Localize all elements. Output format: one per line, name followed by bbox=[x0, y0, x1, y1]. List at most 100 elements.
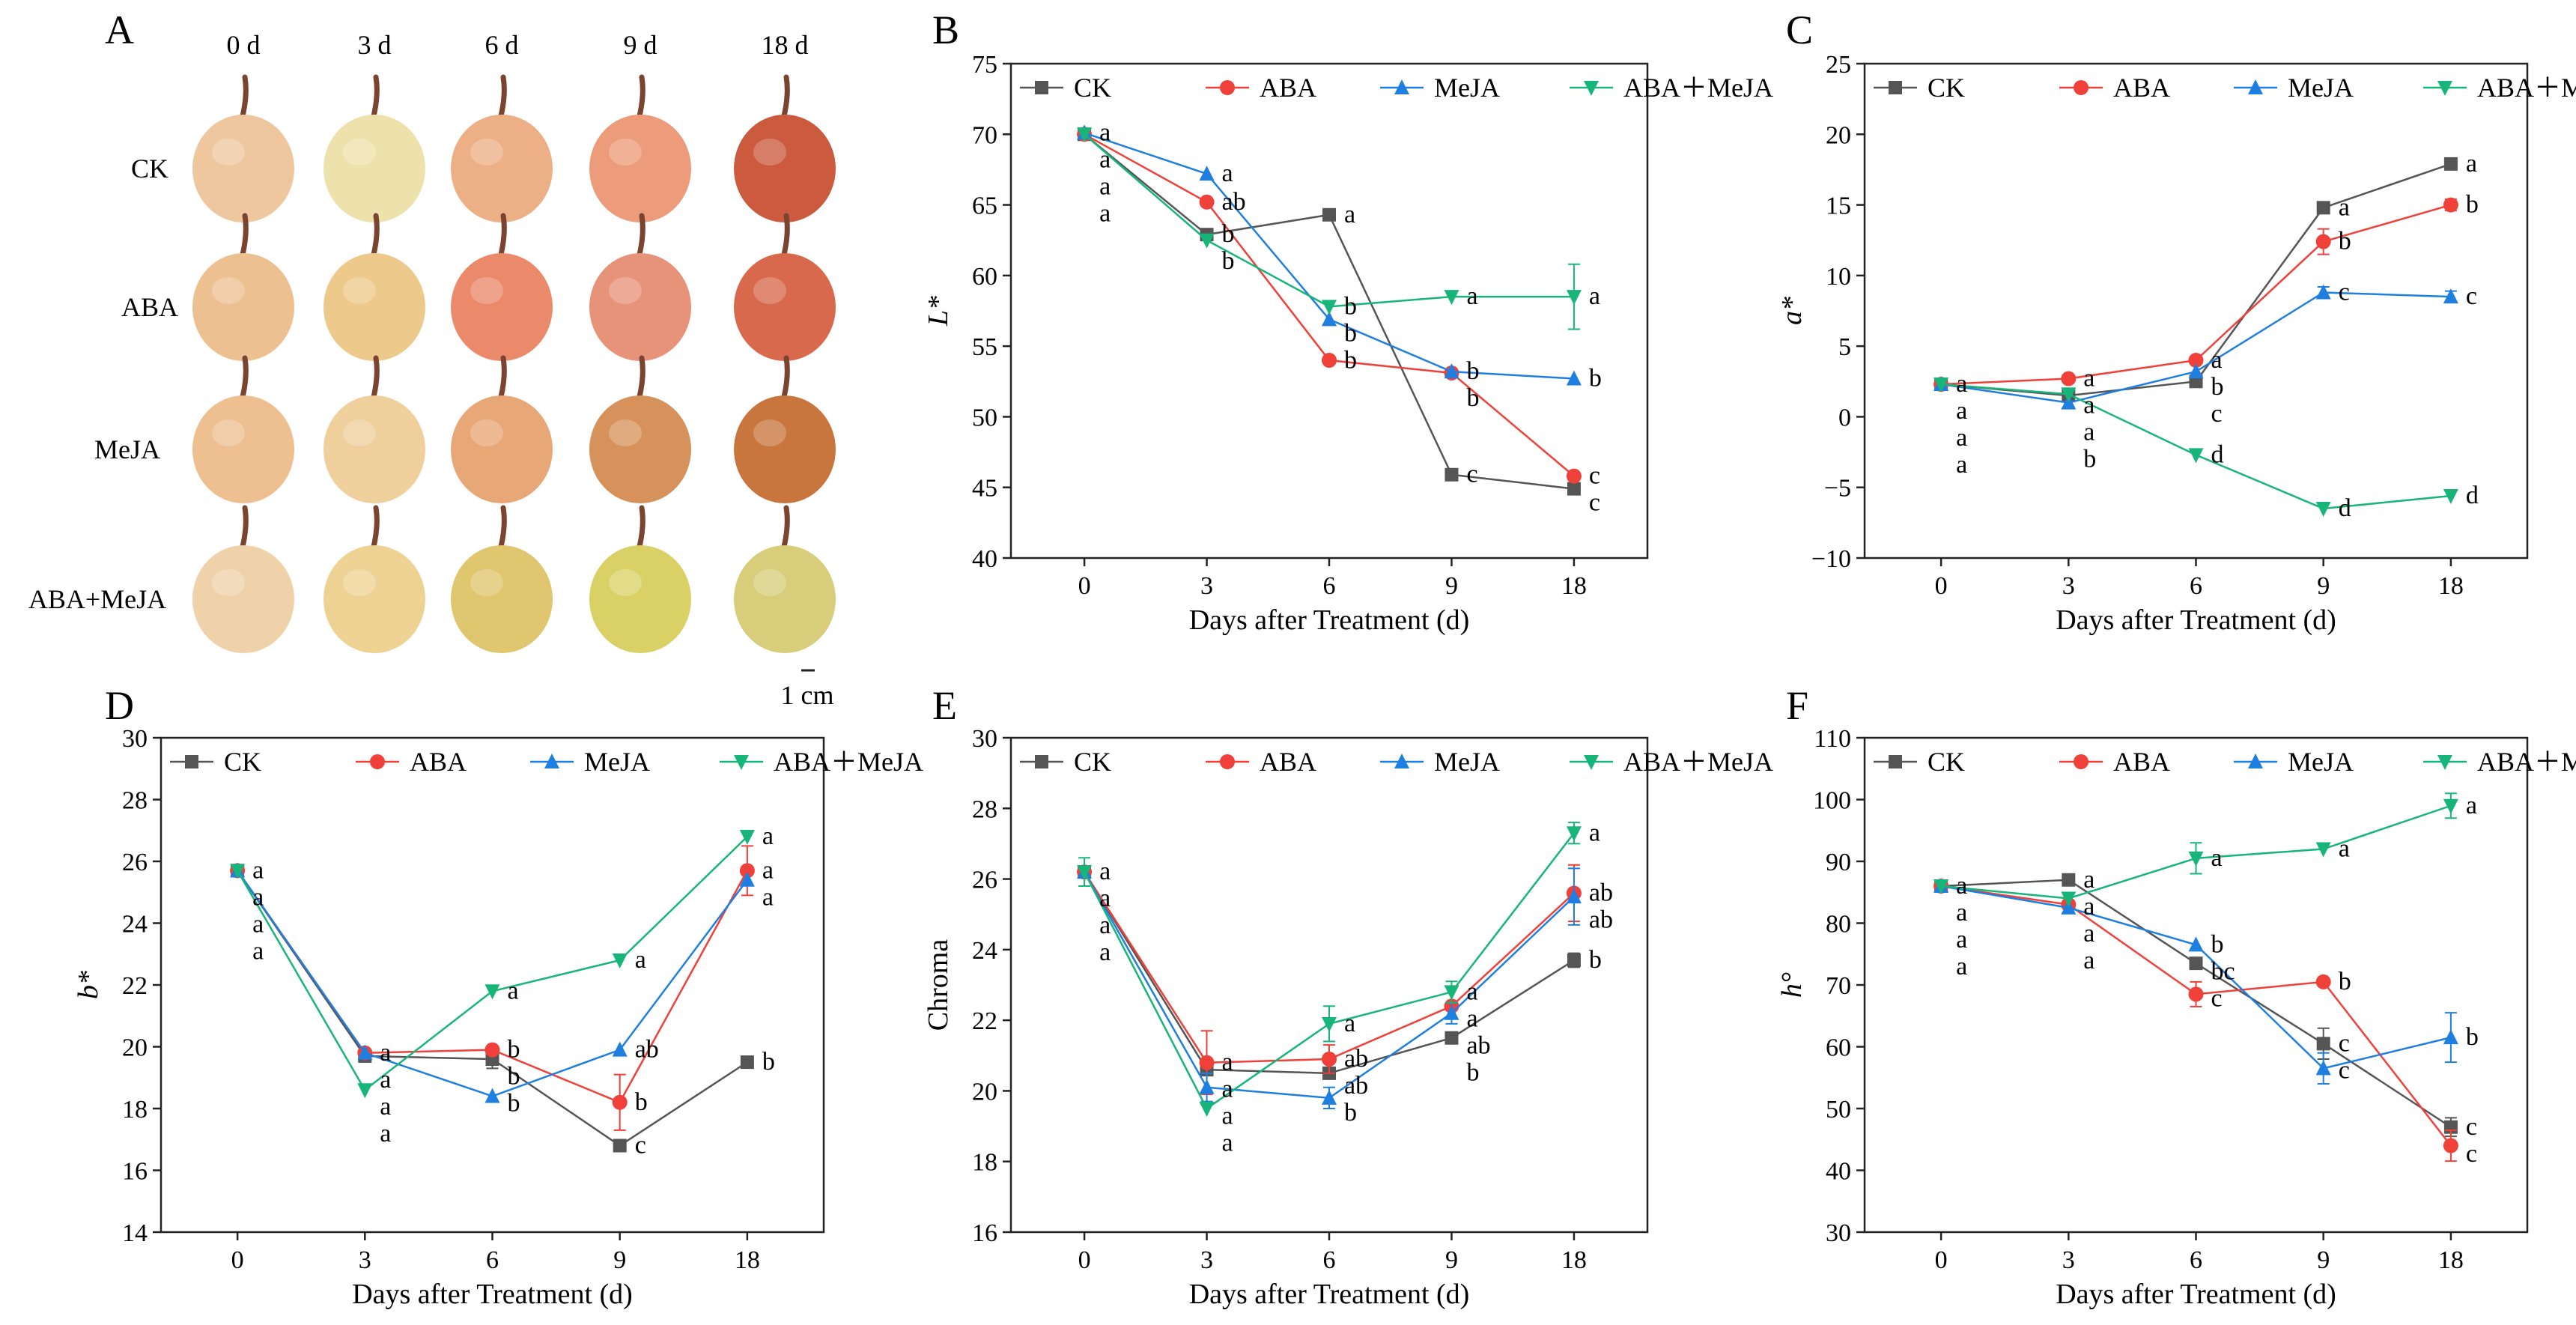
pear-highlight bbox=[212, 277, 245, 304]
y-tick-label: 70 bbox=[972, 121, 997, 149]
series-line-ck bbox=[1084, 872, 1574, 1073]
y-tick-label: −5 bbox=[1824, 475, 1851, 503]
legend: CKABAMeJAABA＋MeJA bbox=[1020, 73, 1773, 103]
pear-body bbox=[192, 395, 294, 503]
chart-panel-f: F30405060708090100110036918Days after Tr… bbox=[1776, 683, 2576, 1310]
significance-letter: ab bbox=[1344, 1045, 1368, 1073]
data-point bbox=[2317, 201, 2330, 214]
pear-fruit bbox=[192, 77, 294, 222]
pear-highlight bbox=[609, 139, 642, 166]
x-axis-label: Days after Treatment (d) bbox=[352, 1279, 633, 1310]
pear-stem bbox=[242, 77, 246, 119]
pear-body bbox=[734, 395, 836, 503]
legend: CKABAMeJAABA＋MeJA bbox=[170, 747, 923, 777]
pear-body bbox=[589, 115, 691, 222]
x-tick-label: 6 bbox=[486, 1246, 499, 1274]
series-aba-meja bbox=[1933, 793, 2458, 906]
significance-letter: a bbox=[762, 856, 774, 884]
y-tick-label: 90 bbox=[1826, 849, 1851, 876]
y-axis-label: h° bbox=[1776, 972, 1808, 998]
pear-fruit bbox=[734, 358, 836, 503]
pear-highlight bbox=[343, 139, 376, 166]
significance-letter: a bbox=[2083, 392, 2094, 419]
y-tick-label: 60 bbox=[972, 263, 997, 291]
data-point bbox=[1322, 208, 1336, 222]
y-tick-label: 14 bbox=[122, 1219, 148, 1247]
x-tick-label: 0 bbox=[1078, 572, 1091, 600]
significance-letter: b bbox=[1589, 365, 1602, 392]
significance-letter: b bbox=[1344, 292, 1357, 320]
pear-stem bbox=[783, 508, 787, 550]
y-tick-label: 0 bbox=[1838, 404, 1851, 431]
pear-stem bbox=[500, 358, 504, 400]
pear-highlight bbox=[753, 277, 786, 304]
pear-stem bbox=[639, 358, 643, 400]
x-tick-label: 9 bbox=[1445, 572, 1458, 600]
significance-letter: a bbox=[1466, 977, 1477, 1005]
data-point bbox=[2316, 502, 2331, 517]
chart-panel-b: B4045505560657075036918Days after Treatm… bbox=[923, 7, 1773, 636]
pear-stem bbox=[242, 358, 246, 400]
figure-canvas: A0 d3 d6 d9 d18 dCKABAMeJAABA+MeJA1 cmB4… bbox=[0, 0, 2576, 1325]
y-tick-label: 100 bbox=[1813, 787, 1851, 815]
significance-letter: a bbox=[1466, 1004, 1477, 1032]
significance-letter: b bbox=[1222, 247, 1235, 275]
significance-letter: a bbox=[2083, 947, 2094, 974]
significance-letter: b bbox=[2466, 1023, 2479, 1051]
significance-letter: d bbox=[2466, 482, 2479, 509]
pear-highlight bbox=[753, 569, 786, 596]
legend-label-aba: ABA bbox=[1260, 73, 1316, 103]
plot-frame bbox=[1865, 64, 2527, 558]
y-tick-label: −10 bbox=[1811, 545, 1851, 573]
data-point bbox=[2189, 986, 2204, 1001]
y-axis-label: a* bbox=[1776, 297, 1808, 325]
data-point bbox=[485, 1043, 500, 1058]
pear-highlight bbox=[343, 277, 376, 304]
significance-letter: ab bbox=[1589, 879, 1613, 906]
y-tick-label: 40 bbox=[972, 545, 997, 573]
significance-letter: b bbox=[508, 1090, 520, 1118]
significance-letter: a bbox=[1956, 451, 1967, 479]
pear-fruit bbox=[451, 216, 553, 361]
legend-label-aba: ABA bbox=[410, 747, 467, 777]
significance-letter: ab bbox=[1344, 1072, 1368, 1100]
y-tick-label: 22 bbox=[122, 972, 148, 1000]
y-tick-label: 16 bbox=[122, 1158, 148, 1186]
pear-fruit bbox=[734, 216, 836, 361]
pear-stem bbox=[783, 77, 787, 119]
significance-letter: a bbox=[1099, 912, 1111, 939]
pear-body bbox=[323, 545, 425, 653]
legend-marker-ck bbox=[1889, 81, 1902, 94]
y-tick-label: 26 bbox=[122, 849, 148, 876]
significance-letter: a bbox=[1344, 201, 1355, 228]
y-tick-label: 60 bbox=[1826, 1034, 1851, 1062]
significance-letter: a bbox=[2339, 193, 2350, 221]
data-point bbox=[1445, 1031, 1458, 1045]
y-tick-label: 20 bbox=[972, 1078, 997, 1106]
pear-fruit bbox=[451, 358, 553, 503]
data-point bbox=[1200, 195, 1215, 210]
y-tick-label: 30 bbox=[1826, 1219, 1851, 1247]
pear-fruit bbox=[734, 508, 836, 653]
significance-letter: b bbox=[1466, 357, 1479, 385]
significance-letter: b bbox=[2211, 930, 2224, 958]
significance-letter: c bbox=[635, 1132, 646, 1159]
pear-fruit bbox=[323, 508, 425, 653]
significance-letter: a bbox=[1589, 819, 1600, 846]
legend-label-ck: CK bbox=[1928, 73, 1965, 103]
panel-letter-d: D bbox=[105, 683, 134, 728]
legend-marker-aba bbox=[1220, 754, 1235, 769]
y-tick-label: 18 bbox=[972, 1149, 997, 1177]
legend-marker-ck bbox=[1035, 81, 1048, 94]
pear-body bbox=[734, 253, 836, 361]
y-tick-label: 15 bbox=[1826, 192, 1851, 220]
x-tick-label: 3 bbox=[1200, 572, 1213, 600]
significance-letter: a bbox=[1099, 199, 1111, 227]
day-label-1: 3 d bbox=[358, 30, 392, 60]
pear-body bbox=[192, 545, 294, 653]
x-tick-label: 6 bbox=[2190, 572, 2202, 600]
pear-body bbox=[451, 253, 553, 361]
significance-letter: a bbox=[252, 856, 264, 884]
significance-letter: a bbox=[2339, 835, 2350, 863]
significance-letter: a bbox=[762, 883, 774, 911]
